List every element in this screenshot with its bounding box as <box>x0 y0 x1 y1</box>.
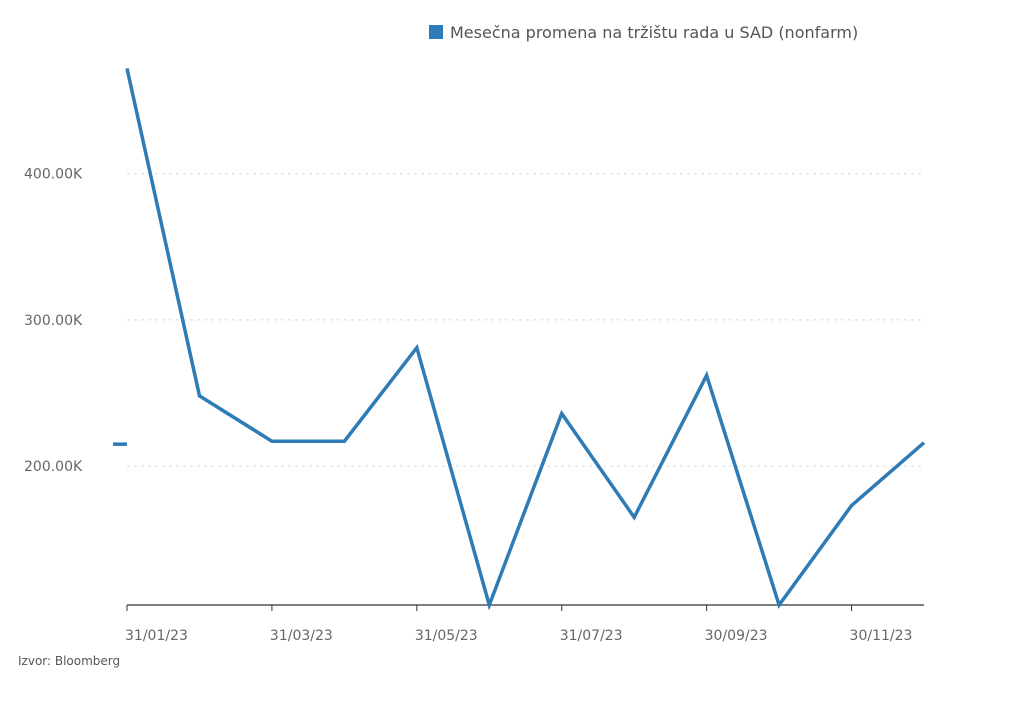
x-tick-label: 31/03/23 <box>270 628 333 644</box>
y-tick-label: 200.00K <box>24 459 83 475</box>
source-note: Izvor: Bloomberg <box>18 654 120 668</box>
x-axis-ticks: 31/01/23 31/03/23 31/05/23 31/07/23 30/09/23… <box>125 605 912 644</box>
x-tick-label: 31/05/23 <box>415 628 478 644</box>
series-layer <box>113 68 926 611</box>
x-tick-label: 31/01/23 <box>125 628 188 644</box>
gridlines <box>127 173 924 467</box>
y-axis-ticks: 200.00K 300.00K 400.00K <box>24 167 83 475</box>
legend-label: Mesečna promena na tržištu rada u SAD (n… <box>450 23 858 42</box>
x-tick-label: 31/07/23 <box>560 628 623 644</box>
x-tick-label: 30/09/23 <box>705 628 768 644</box>
legend: Mesečna promena na tržištu rada u SAD (n… <box>429 23 858 42</box>
y-tick-label: 400.00K <box>24 167 83 183</box>
series-line <box>125 68 926 611</box>
x-tick-label: 30/11/23 <box>850 628 913 644</box>
y-tick-label: 300.00K <box>24 313 83 329</box>
legend-swatch <box>429 25 443 39</box>
